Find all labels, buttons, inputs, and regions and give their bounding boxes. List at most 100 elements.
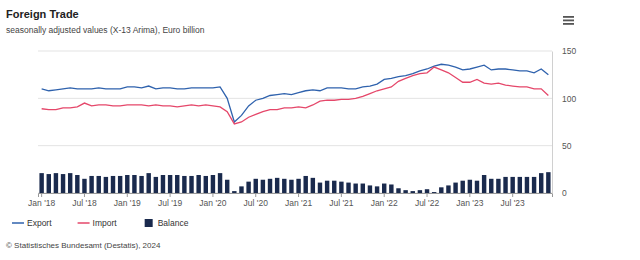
bar-series xyxy=(39,172,550,193)
bar xyxy=(318,183,322,193)
bar xyxy=(396,188,400,193)
bar xyxy=(532,177,536,193)
y-tick: 50 xyxy=(552,141,572,151)
legend-label: Balance xyxy=(158,218,189,228)
x-tick-label: Jan '23 xyxy=(456,198,483,208)
bar xyxy=(39,173,43,193)
x-axis: Jan '18 Jul '18 Jan '19 Jul '19 Jan '20 Jul '… xyxy=(28,193,552,208)
bar xyxy=(353,184,357,193)
bar xyxy=(525,177,529,193)
legend-label: Export xyxy=(27,218,52,228)
bar xyxy=(161,175,165,193)
bar xyxy=(453,183,457,193)
x-tick-label: Jan '22 xyxy=(371,198,398,208)
legend-item[interactable]: Balance xyxy=(145,218,189,228)
x-tick-label: Jul '19 xyxy=(158,198,183,208)
bar xyxy=(75,175,79,193)
menu-icon[interactable] xyxy=(563,16,574,25)
x-tick: Jul '18 xyxy=(72,193,97,208)
bar xyxy=(375,186,379,193)
bar xyxy=(468,180,472,193)
y-tick-label: 0 xyxy=(562,188,567,198)
bar xyxy=(425,189,429,193)
bar xyxy=(146,173,150,193)
x-tick: Jan '19 xyxy=(114,193,141,208)
x-tick-mark xyxy=(84,193,85,197)
x-tick-label: Jan '19 xyxy=(114,198,141,208)
grid-line xyxy=(38,145,552,146)
legend: Export Import Balance xyxy=(12,218,189,228)
x-tick-label: Jan '18 xyxy=(28,198,55,208)
legend-item[interactable]: Export xyxy=(12,218,52,228)
y-axis-line xyxy=(552,52,553,194)
y-axis: 050100150 xyxy=(552,46,576,198)
x-tick: Jul '19 xyxy=(158,193,183,208)
bar xyxy=(389,184,393,193)
bar xyxy=(268,179,272,193)
bar xyxy=(539,173,543,193)
bar xyxy=(361,184,365,193)
x-tick-mark xyxy=(170,193,171,197)
bar xyxy=(218,173,222,193)
bar xyxy=(61,174,65,193)
bar xyxy=(261,180,265,193)
x-tick: Jan '20 xyxy=(199,193,226,208)
bar xyxy=(211,175,215,193)
x-tick-label: Jul '21 xyxy=(329,198,354,208)
x-tick: Jan '23 xyxy=(456,193,483,208)
menu-icon-bar xyxy=(563,16,574,18)
menu-icon-bar xyxy=(563,23,574,25)
bar xyxy=(204,176,208,193)
bar xyxy=(382,184,386,193)
bar xyxy=(111,176,115,193)
bar xyxy=(196,175,200,193)
bar xyxy=(546,172,550,193)
bar xyxy=(154,177,158,193)
x-tick: Jan '21 xyxy=(285,193,312,208)
bar xyxy=(411,191,415,193)
subtitle: seasonally adjusted values (X-13 Arima),… xyxy=(6,25,205,35)
x-axis-line xyxy=(39,194,553,198)
bar xyxy=(175,175,179,193)
x-tick-mark xyxy=(512,193,513,197)
bar xyxy=(47,174,51,193)
bar xyxy=(368,185,372,193)
bar xyxy=(503,177,507,193)
x-tick-mark xyxy=(298,193,299,197)
bar xyxy=(232,191,236,193)
bar xyxy=(118,176,122,193)
bar xyxy=(246,182,250,193)
x-tick-label: Jan '20 xyxy=(199,198,226,208)
bar xyxy=(225,180,229,193)
x-tick: Jul '23 xyxy=(501,193,526,208)
y-tick: 150 xyxy=(552,46,576,56)
bar xyxy=(325,181,329,193)
legend-label: Import xyxy=(93,218,118,228)
bar xyxy=(296,179,300,193)
bar xyxy=(432,192,436,193)
bar xyxy=(489,179,493,193)
grid xyxy=(38,51,552,193)
bar xyxy=(139,176,143,193)
x-tick-mark xyxy=(41,193,42,197)
bar xyxy=(82,179,86,193)
x-tick-label: Jul '18 xyxy=(72,198,97,208)
legend-item[interactable]: Import xyxy=(78,218,118,228)
bar xyxy=(403,190,407,193)
legend-symbol xyxy=(145,219,153,227)
bar xyxy=(446,185,450,193)
bar xyxy=(132,175,136,193)
bar xyxy=(510,177,514,193)
bar xyxy=(239,186,243,193)
x-tick-label: Jul '23 xyxy=(501,198,526,208)
chart: Foreign Tradeseasonally adjusted values … xyxy=(0,0,640,260)
x-tick-mark xyxy=(427,193,428,197)
bar xyxy=(332,181,336,193)
x-tick-mark xyxy=(384,193,385,197)
legend-symbol xyxy=(78,222,90,224)
x-tick: Jul '21 xyxy=(329,193,354,208)
bar xyxy=(254,179,258,193)
bar xyxy=(125,175,129,193)
bar xyxy=(189,176,193,193)
grid-line xyxy=(38,51,552,52)
